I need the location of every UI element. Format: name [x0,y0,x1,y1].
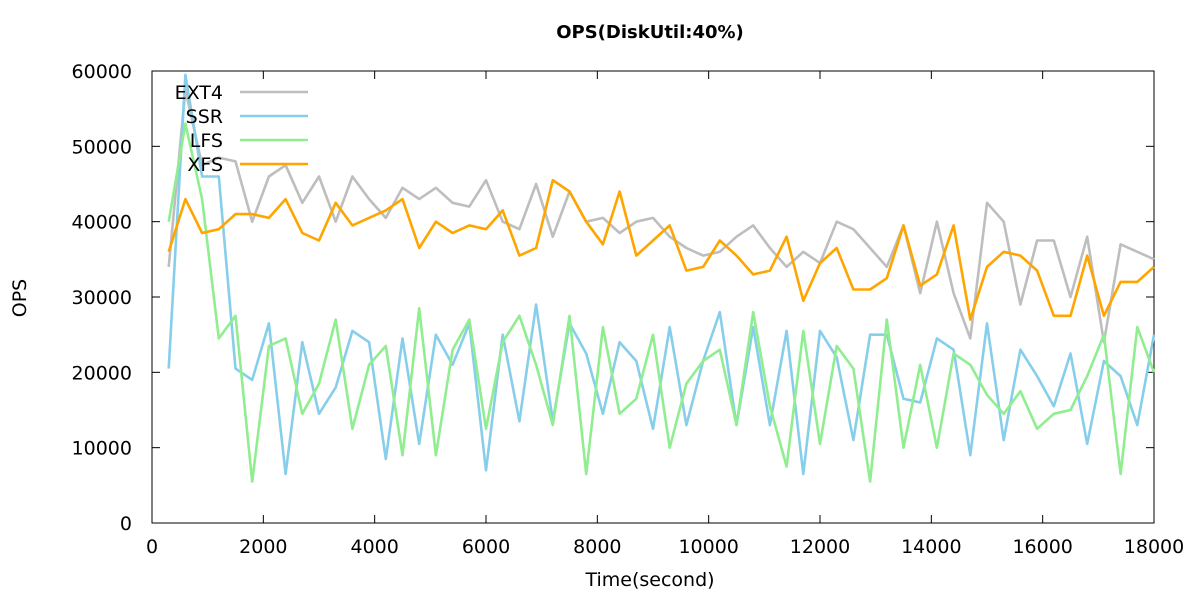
y-tick-label: 20000 [72,362,132,384]
chart-title: OPS(DiskUtil:40%) [556,22,744,43]
x-tick-label: 0 [146,536,158,558]
x-tick-label: 14000 [901,536,961,558]
legend-label-xfs: XFS [187,154,223,176]
y-tick-label: 10000 [72,438,132,460]
series-line-ext4 [167,88,1155,344]
legend-label-ext4: EXT4 [175,82,223,104]
y-tick-label: 50000 [72,136,132,158]
x-tick-label: 4000 [350,536,398,558]
series-line-xfs [167,178,1155,321]
x-tick-label: 12000 [790,536,850,558]
x-tick-label: 6000 [462,536,510,558]
series-line-lfs [167,122,1156,483]
series-layer [167,73,1156,483]
legend-label-ssr: SSR [186,106,223,128]
x-tick-label: 18000 [1124,536,1184,558]
x-tick-label: 16000 [1012,536,1072,558]
y-tick-label: 60000 [72,61,132,83]
y-tick-label: 0 [120,513,132,535]
x-tick-label: 8000 [573,536,621,558]
y-tick-label: 40000 [72,212,132,234]
x-axis-label: Time(second) [584,569,714,591]
y-axis-label: OPS [9,279,31,317]
x-axis: 0 2000 4000 6000 8000 10000 12000 14000 16000 180… [146,71,1184,558]
y-axis: 0 10000 20000 30000 40000 50000 60000 [72,61,1154,535]
series-line-ssr [167,73,1156,476]
y-tick-label: 30000 [72,287,132,309]
legend-label-lfs: LFS [190,130,223,152]
x-tick-label: 2000 [239,536,287,558]
x-tick-label: 10000 [678,536,738,558]
